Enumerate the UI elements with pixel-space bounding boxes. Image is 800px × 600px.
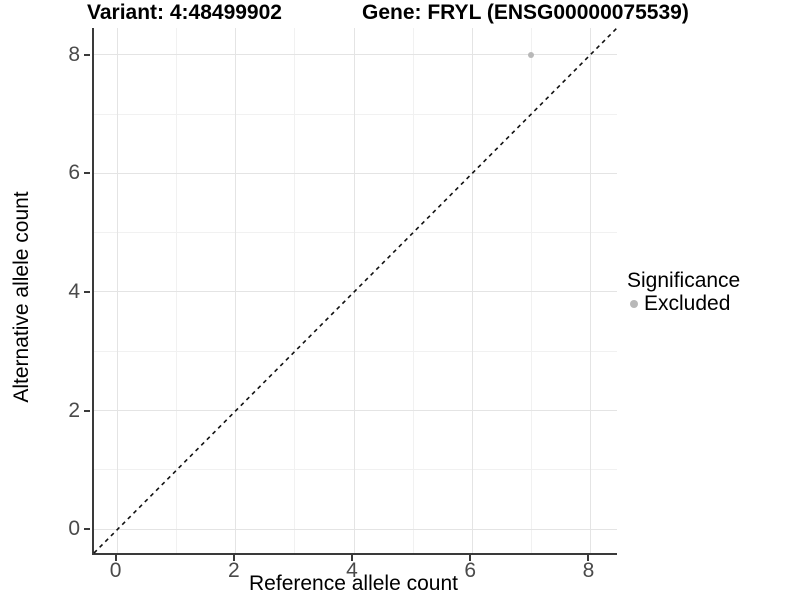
gridline-horizontal-minor bbox=[94, 469, 617, 471]
y-tick-mark bbox=[84, 409, 90, 412]
gridline-horizontal-minor bbox=[94, 350, 617, 352]
x-tick-mark bbox=[351, 555, 354, 561]
legend-swatch-dot bbox=[630, 300, 638, 308]
gridline-vertical-major bbox=[589, 28, 591, 553]
y-tick-mark bbox=[84, 172, 90, 175]
y-tick-mark bbox=[84, 290, 90, 293]
legend-title: Significance bbox=[627, 269, 741, 292]
plot-title-gene: Gene: FRYL (ENSG00000075539) bbox=[362, 1, 689, 24]
gridline-vertical-minor bbox=[176, 28, 178, 553]
x-tick-label: 4 bbox=[346, 559, 358, 582]
gridline-vertical-major bbox=[235, 28, 237, 553]
legend: Significance Excluded bbox=[627, 269, 740, 315]
y-tick-mark bbox=[84, 528, 90, 531]
x-tick-label: 2 bbox=[227, 559, 240, 582]
gridline-horizontal-minor bbox=[94, 232, 617, 234]
x-axis-title: Reference allele count bbox=[249, 572, 458, 595]
y-tick-label: 6 bbox=[68, 161, 80, 185]
gridline-vertical-major bbox=[353, 28, 355, 553]
legend-item: Excluded bbox=[627, 293, 740, 315]
gridline-vertical-minor bbox=[294, 28, 296, 553]
gridline-horizontal-major bbox=[94, 528, 617, 530]
gridline-vertical-minor bbox=[412, 28, 414, 553]
legend-items: Excluded bbox=[627, 293, 740, 315]
y-axis-title: Alternative allele count bbox=[10, 191, 33, 403]
gridline-horizontal-major bbox=[94, 410, 617, 412]
gridline-horizontal-major bbox=[94, 172, 617, 174]
y-tick-mark bbox=[84, 53, 90, 56]
y-tick-label: 4 bbox=[68, 279, 80, 303]
x-tick-label: 0 bbox=[109, 559, 122, 582]
plot-title-variant: Variant: 4:48499902 bbox=[87, 1, 282, 24]
plot-panel bbox=[92, 27, 618, 555]
identity-line bbox=[93, 27, 618, 554]
x-tick-mark bbox=[587, 555, 590, 561]
gridline-horizontal-minor bbox=[94, 113, 617, 115]
x-tick-mark bbox=[469, 555, 472, 561]
gridline-vertical-minor bbox=[530, 28, 532, 553]
gridline-vertical-major bbox=[471, 28, 473, 553]
legend-item-label: Excluded bbox=[644, 292, 731, 315]
x-tick-mark bbox=[114, 555, 117, 561]
y-tick-label: 0 bbox=[68, 517, 80, 541]
y-tick-label: 2 bbox=[68, 398, 80, 422]
data-point bbox=[528, 51, 535, 58]
gridline-vertical-major bbox=[117, 28, 119, 553]
y-tick-label: 8 bbox=[68, 42, 80, 66]
x-tick-mark bbox=[232, 555, 235, 561]
gridline-horizontal-major bbox=[94, 54, 617, 56]
x-tick-label: 8 bbox=[582, 559, 595, 582]
gridline-horizontal-major bbox=[94, 291, 617, 293]
x-tick-label: 6 bbox=[464, 559, 477, 582]
identity-line-layer bbox=[93, 27, 618, 554]
